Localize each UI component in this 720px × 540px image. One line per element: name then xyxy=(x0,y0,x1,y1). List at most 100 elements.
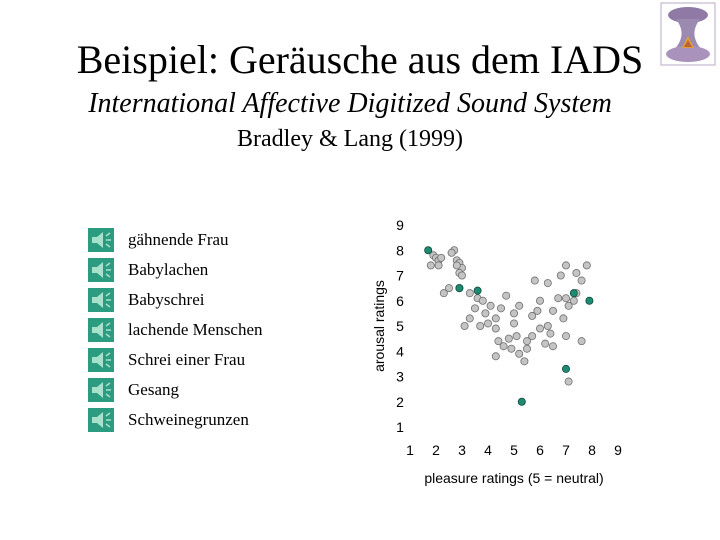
data-point xyxy=(582,261,591,270)
data-point xyxy=(481,309,490,318)
highlighted-data-point xyxy=(455,284,464,293)
x-tick-label: 8 xyxy=(588,442,596,458)
highlighted-data-point xyxy=(585,296,594,305)
y-tick-label: 2 xyxy=(396,394,404,410)
sound-label: gähnende Frau xyxy=(128,230,229,249)
data-point xyxy=(502,291,511,300)
data-point xyxy=(554,294,563,303)
data-point xyxy=(520,357,529,366)
data-point xyxy=(548,342,557,351)
data-point xyxy=(460,322,469,331)
data-point xyxy=(512,332,521,341)
data-point xyxy=(528,332,537,341)
data-point xyxy=(437,253,446,262)
x-tick-label: 5 xyxy=(510,442,518,458)
sound-item-laughing-people[interactable]: lachende Menschen xyxy=(88,315,328,345)
data-point xyxy=(522,344,531,353)
sound-label: Babyschrei xyxy=(128,290,205,309)
sound-label: Babylachen xyxy=(128,260,209,279)
data-point xyxy=(577,337,586,346)
data-point xyxy=(471,304,480,313)
page-title: Beispiel: Geräusche aus dem IADS xyxy=(76,37,644,82)
data-point xyxy=(546,329,555,338)
data-point xyxy=(496,304,505,313)
data-point xyxy=(535,324,544,333)
data-point xyxy=(577,276,586,285)
speaker-icon[interactable] xyxy=(88,348,114,372)
speaker-icon[interactable] xyxy=(88,228,114,252)
data-point xyxy=(535,296,544,305)
data-point xyxy=(478,296,487,305)
data-point xyxy=(465,314,474,323)
data-point xyxy=(483,319,492,328)
sound-item-baby-crying[interactable]: Babyschrei xyxy=(88,285,328,315)
x-tick-label: 6 xyxy=(536,442,544,458)
y-tick-label: 8 xyxy=(396,242,404,258)
x-tick-label: 4 xyxy=(484,442,492,458)
sound-item-singing[interactable]: Gesang xyxy=(88,375,328,405)
speaker-icon[interactable] xyxy=(88,258,114,282)
data-point xyxy=(491,324,500,333)
x-axis-title: pleasure ratings (5 = neutral) xyxy=(424,470,603,486)
sound-item-baby-laughing[interactable]: Babylachen xyxy=(88,255,328,285)
x-tick-label: 2 xyxy=(432,442,440,458)
speaker-icon[interactable] xyxy=(88,408,114,432)
x-tick-label: 9 xyxy=(614,442,622,458)
data-point xyxy=(548,306,557,315)
speaker-icon[interactable] xyxy=(88,318,114,342)
data-point xyxy=(556,271,565,280)
data-point xyxy=(569,296,578,305)
data-point xyxy=(434,261,443,270)
y-tick-label: 9 xyxy=(396,217,404,233)
data-point xyxy=(439,289,448,298)
sound-label: Schrei einer Frau xyxy=(128,350,246,369)
highlighted-data-point xyxy=(517,397,526,406)
scatter-chart: 1 2 3 4 5 6 7 8 9 1 2 3 4 5 6 7 8 9 pleasure ratings (5 = … xyxy=(371,217,622,486)
data-point xyxy=(426,261,435,270)
data-point xyxy=(452,261,461,270)
data-point xyxy=(543,279,552,288)
data-point xyxy=(543,322,552,331)
sound-label: lachende Menschen xyxy=(128,320,263,339)
x-tick-label: 3 xyxy=(458,442,466,458)
data-point xyxy=(491,314,500,323)
data-point xyxy=(447,248,456,257)
sound-item-yawning-woman[interactable]: gähnende Frau xyxy=(88,225,328,255)
data-point xyxy=(491,352,500,361)
data-point xyxy=(458,271,467,280)
data-point xyxy=(541,339,550,348)
highlighted-data-point xyxy=(424,246,433,255)
x-tick-label: 7 xyxy=(562,442,570,458)
citation: Bradley & Lang (1999) xyxy=(237,126,463,152)
data-point xyxy=(561,294,570,303)
y-tick-label: 1 xyxy=(396,419,404,435)
sound-item-pig-grunting[interactable]: Schweinegrunzen xyxy=(88,405,328,435)
data-point xyxy=(515,301,524,310)
highlighted-data-point xyxy=(561,364,570,373)
data-point xyxy=(559,314,568,323)
y-tick-label: 4 xyxy=(396,343,404,359)
y-tick-label: 7 xyxy=(396,268,404,284)
y-axis-title: arousal ratings xyxy=(371,280,387,372)
speaker-icon[interactable] xyxy=(88,288,114,312)
data-point xyxy=(572,268,581,277)
data-point xyxy=(564,377,573,386)
speaker-icon[interactable] xyxy=(88,378,114,402)
highlighted-data-point xyxy=(473,286,482,295)
sound-item-woman-scream[interactable]: Schrei einer Frau xyxy=(88,345,328,375)
data-point xyxy=(515,349,524,358)
sound-list: gähnende Frau Babylachen Babyschrei lach… xyxy=(88,225,328,435)
data-point xyxy=(476,322,485,331)
data-point xyxy=(494,337,503,346)
data-point xyxy=(465,289,474,298)
data-point xyxy=(507,344,516,353)
data-point xyxy=(530,276,539,285)
page-subtitle: International Affective Digitized Sound … xyxy=(88,88,612,119)
data-point xyxy=(486,301,495,310)
sound-label: Schweinegrunzen xyxy=(128,410,249,429)
data-point xyxy=(564,301,573,310)
iads-logo-icon xyxy=(660,2,716,66)
data-point xyxy=(561,332,570,341)
data-point xyxy=(509,319,518,328)
highlighted-data-point xyxy=(569,289,578,298)
